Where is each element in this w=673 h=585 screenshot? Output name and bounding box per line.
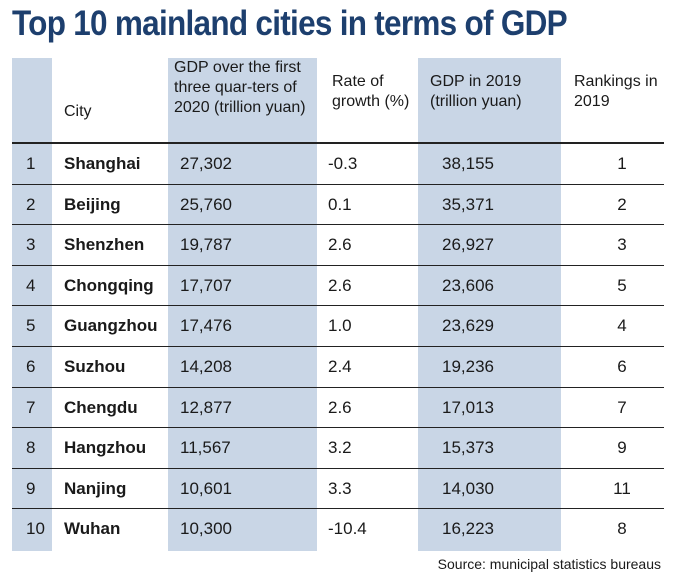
header-city: City: [64, 103, 92, 120]
gdp-2019-value: 14,030: [442, 478, 494, 498]
table-row: 8 Hangzhou 11,567 3.2 15,373 9: [12, 428, 664, 468]
gdp-2019-value: 15,373: [442, 438, 494, 458]
city-name: Nanjing: [64, 478, 127, 498]
ranking-2019-value: 6: [617, 357, 627, 376]
ranking-2019-value: 5: [617, 275, 627, 295]
rank-number: 3: [26, 235, 36, 255]
gdp-2019-value: 17,013: [442, 397, 494, 417]
row-divider: [12, 264, 664, 266]
table-row: 9 Nanjing 10,601 3.3 14,030 11: [12, 469, 664, 509]
gdp-2020-value: 10,300: [180, 519, 232, 539]
table-row: 6 Suzhou 14,208 2.4 19,236 6: [12, 347, 664, 387]
ranking-2019-value: 8: [617, 519, 627, 539]
gdp-2019-value: 19,236: [442, 357, 494, 376]
gdp-2020-value: 27,302: [180, 154, 232, 173]
gdp-2020-value: 10,601: [180, 478, 232, 498]
table-row: 1 Shanghai 27,302 -0.3 38,155 1: [12, 144, 664, 184]
ranking-2019-value: 11: [613, 478, 631, 498]
row-divider: [12, 346, 664, 347]
rank-number: 1: [26, 154, 36, 173]
table-row: 7 Chengdu 12,877 2.6 17,013 7: [12, 388, 664, 428]
city-name: Chongqing: [64, 275, 154, 295]
row-divider: [12, 183, 664, 185]
rank-number: 8: [26, 438, 36, 458]
ranking-2019-value: 7: [617, 397, 627, 417]
gdp-2019-value: 23,629: [442, 316, 494, 336]
header-gdp-2019: GDP in 2019 (trillion yuan): [430, 73, 522, 110]
rank-number: 7: [26, 397, 36, 417]
header-gdp-2020: GDP over the first three quar-ters of 20…: [174, 59, 306, 116]
gdp-2020-column-band: [168, 58, 317, 551]
gdp-2019-value: 38,155: [442, 154, 494, 173]
ranking-2019-value: 4: [617, 316, 627, 336]
rank-number: 6: [26, 357, 36, 376]
ranking-2019-value: 3: [617, 235, 627, 255]
growth-rate-value: 3.3: [328, 478, 352, 498]
city-name: Shanghai: [64, 154, 141, 173]
rank-number: 4: [26, 275, 36, 295]
row-divider: [12, 224, 664, 226]
header-divider: [12, 142, 664, 144]
ranking-2019-value: 1: [617, 154, 627, 173]
gdp-2019-value: 23,606: [442, 275, 494, 295]
growth-rate-value: 1.0: [328, 316, 352, 336]
gdp-2020-value: 19,787: [180, 235, 232, 255]
growth-rate-value: -0.3: [328, 154, 358, 173]
row-divider: [12, 305, 664, 307]
gdp-2019-value: 26,927: [442, 235, 494, 255]
city-name: Suzhou: [64, 357, 126, 376]
table-row: 4 Chongqing 17,707 2.6 23,606 5: [12, 266, 664, 306]
growth-rate-value: 2.6: [328, 235, 352, 255]
source-note: Source: municipal statistics bureaus: [437, 556, 661, 572]
rank-number: 5: [26, 316, 36, 336]
growth-rate-value: -10.4: [328, 519, 367, 539]
growth-rate-value: 0.1: [328, 194, 352, 214]
gdp-2020-value: 25,760: [180, 194, 232, 214]
row-divider: [12, 508, 664, 510]
city-name: Guangzhou: [64, 316, 158, 336]
chart-title: Top 10 mainland cities in terms of GDP: [12, 4, 568, 43]
growth-rate-value: 3.2: [328, 438, 352, 458]
city-name: Shenzhen: [64, 235, 145, 255]
gdp-2020-value: 17,707: [180, 275, 232, 295]
rank-number: 10: [26, 519, 45, 539]
table-row: 3 Shenzhen 19,787 2.6 26,927 3: [12, 225, 664, 265]
table-row: 5 Guangzhou 17,476 1.0 23,629 4: [12, 306, 664, 346]
gdp-2020-value: 14,208: [180, 357, 232, 376]
header-rankings-2019: Rankings in 2019: [574, 73, 658, 110]
growth-rate-value: 2.6: [328, 397, 352, 417]
gdp-2019-value: 35,371: [442, 194, 494, 214]
table-row: 10 Wuhan 10,300 -10.4 16,223 8: [12, 509, 664, 549]
row-divider: [12, 467, 664, 469]
table-row: 2 Beijing 25,760 0.1 35,371 2: [12, 185, 664, 225]
ranking-2019-value: 9: [617, 438, 627, 458]
rank-number: 2: [26, 194, 36, 214]
gdp-2019-column-band: [418, 58, 561, 551]
gdp-2020-value: 12,877: [180, 397, 232, 417]
growth-rate-value: 2.4: [328, 357, 352, 376]
city-name: Chengdu: [64, 397, 138, 417]
gdp-2020-value: 17,476: [180, 316, 232, 336]
rank-column-band: [12, 58, 52, 551]
ranking-2019-value: 2: [617, 194, 627, 214]
row-divider: [12, 427, 664, 429]
header-growth-rate: Rate of growth (%): [332, 73, 410, 110]
city-name: Beijing: [64, 194, 121, 214]
gdp-2019-value: 16,223: [442, 519, 494, 539]
rank-number: 9: [26, 478, 36, 498]
row-divider: [12, 386, 664, 388]
gdp-2020-value: 11,567: [180, 438, 231, 458]
city-name: Hangzhou: [64, 438, 147, 458]
growth-rate-value: 2.6: [328, 275, 352, 295]
city-name: Wuhan: [64, 519, 121, 539]
